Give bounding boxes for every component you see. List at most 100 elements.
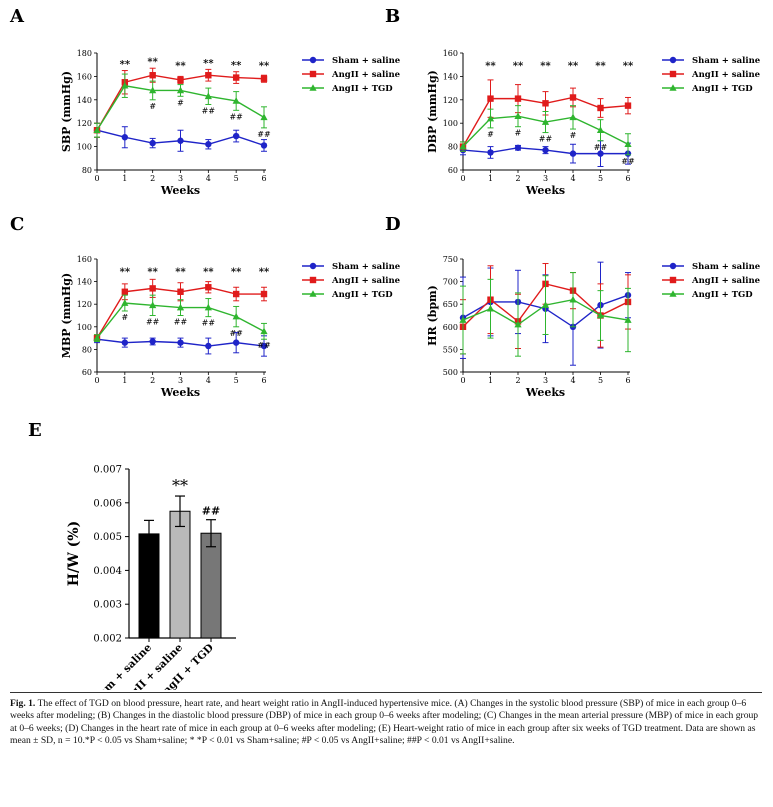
y-tick-label: 120 bbox=[77, 300, 92, 309]
series-0 bbox=[459, 140, 632, 167]
x-tick-label: 4 bbox=[206, 174, 211, 183]
bar bbox=[138, 533, 160, 639]
data-point bbox=[176, 303, 185, 311]
legend-label: AngII + saline bbox=[331, 70, 401, 80]
x-axis-title: Weeks bbox=[525, 184, 565, 197]
y-tick-label: 160 bbox=[443, 49, 458, 58]
x-tick-label: 2 bbox=[515, 376, 520, 385]
caption-rule bbox=[10, 692, 762, 693]
significance-marker: ** bbox=[513, 61, 524, 72]
legend-marker bbox=[309, 84, 317, 91]
y-tick-label: 0.003 bbox=[93, 600, 122, 611]
y-tick-label: 600 bbox=[443, 323, 458, 332]
x-tick-label: 0 bbox=[460, 174, 465, 183]
hash-marker: ## bbox=[229, 112, 243, 121]
x-tick-label: 4 bbox=[570, 376, 575, 385]
series-0 bbox=[93, 122, 268, 152]
significance-marker: ** bbox=[623, 61, 634, 72]
legend-marker bbox=[309, 290, 317, 297]
x-tick-label: 4 bbox=[570, 174, 575, 183]
bar bbox=[169, 510, 191, 639]
hash-marker: # bbox=[177, 98, 184, 107]
data-point bbox=[260, 113, 268, 121]
y-axis-title: H/W (%) bbox=[66, 521, 82, 587]
figure-caption: Fig. 1. The effect of TGD on blood press… bbox=[10, 698, 762, 748]
legend-marker bbox=[669, 84, 677, 91]
legend-marker bbox=[669, 290, 677, 297]
data-point bbox=[487, 149, 494, 156]
significance-marker: ** bbox=[172, 476, 188, 495]
x-tick-label: 6 bbox=[261, 376, 266, 385]
data-point bbox=[149, 86, 157, 94]
data-point bbox=[260, 142, 268, 149]
panel-letter: E bbox=[28, 420, 42, 441]
data-point bbox=[232, 97, 240, 104]
legend-label: AngII + saline bbox=[691, 70, 761, 80]
data-point bbox=[93, 126, 101, 134]
hash-marker: # bbox=[515, 129, 522, 138]
x-tick-label: 3 bbox=[543, 174, 548, 183]
data-point bbox=[149, 72, 156, 79]
data-point bbox=[541, 118, 550, 125]
data-point bbox=[121, 134, 129, 141]
y-tick-label: 160 bbox=[77, 72, 92, 81]
data-point bbox=[597, 104, 604, 112]
y-tick-label: 100 bbox=[443, 119, 458, 128]
data-point bbox=[121, 288, 129, 295]
data-point bbox=[542, 146, 549, 154]
x-axis-title: Weeks bbox=[160, 386, 200, 399]
hash-marker: ## bbox=[621, 157, 635, 166]
hash-marker: # bbox=[487, 130, 494, 139]
x-tick-label: 6 bbox=[261, 174, 266, 183]
significance-marker: ** bbox=[568, 61, 579, 72]
y-tick-label: 120 bbox=[77, 119, 92, 128]
data-point bbox=[596, 311, 605, 319]
series-0 bbox=[93, 331, 268, 357]
y-axis-title: MBP (mmHg) bbox=[60, 273, 73, 358]
data-point bbox=[260, 290, 268, 298]
y-axis-title: HR (bpm) bbox=[426, 285, 439, 346]
x-tick-label: 2 bbox=[515, 174, 520, 183]
x-tick-label: 4 bbox=[206, 376, 211, 385]
y-axis-title: DBP (mmHg) bbox=[426, 70, 439, 153]
data-point bbox=[569, 150, 577, 157]
data-point bbox=[514, 112, 522, 119]
data-point bbox=[624, 140, 632, 148]
x-tick-label: 5 bbox=[234, 174, 239, 183]
y-tick-label: 80 bbox=[82, 166, 92, 175]
data-point bbox=[624, 316, 632, 323]
y-tick-label: 700 bbox=[443, 278, 458, 287]
data-point bbox=[204, 303, 212, 311]
data-point bbox=[205, 342, 212, 350]
significance-marker: ** bbox=[147, 57, 158, 68]
data-point bbox=[205, 141, 212, 148]
hash-marker: ## bbox=[202, 106, 216, 115]
data-point bbox=[232, 312, 240, 320]
hash-marker: ## bbox=[229, 329, 243, 338]
legend-label: Sham + saline bbox=[692, 56, 761, 66]
legend-label: AngII + saline bbox=[691, 276, 761, 286]
data-point bbox=[149, 301, 157, 309]
y-tick-label: 120 bbox=[443, 96, 458, 105]
data-point bbox=[260, 75, 268, 82]
y-tick-label: 0.006 bbox=[93, 498, 122, 509]
panel-letter: D bbox=[385, 214, 401, 235]
data-point bbox=[514, 144, 522, 151]
data-point bbox=[232, 339, 240, 346]
data-point bbox=[232, 290, 240, 298]
significance-marker: ** bbox=[259, 61, 270, 72]
data-point bbox=[204, 92, 212, 100]
y-tick-label: 140 bbox=[443, 72, 458, 81]
x-tick-label: 2 bbox=[150, 376, 155, 385]
panel-a: A 80 100 120 140 160 180 0 1 2 3 4 5 6 Weeks SBP (mmHg)… bbox=[9, 6, 401, 197]
data-point bbox=[232, 132, 240, 140]
x-tick-label: 1 bbox=[488, 174, 493, 183]
data-point bbox=[149, 139, 156, 147]
y-tick-label: 80 bbox=[82, 345, 92, 354]
legend-label: AngII + TGD bbox=[331, 84, 393, 94]
y-tick-label: 550 bbox=[443, 345, 458, 354]
legend-marker bbox=[669, 56, 677, 64]
data-point bbox=[542, 100, 549, 107]
data-point bbox=[487, 95, 494, 102]
